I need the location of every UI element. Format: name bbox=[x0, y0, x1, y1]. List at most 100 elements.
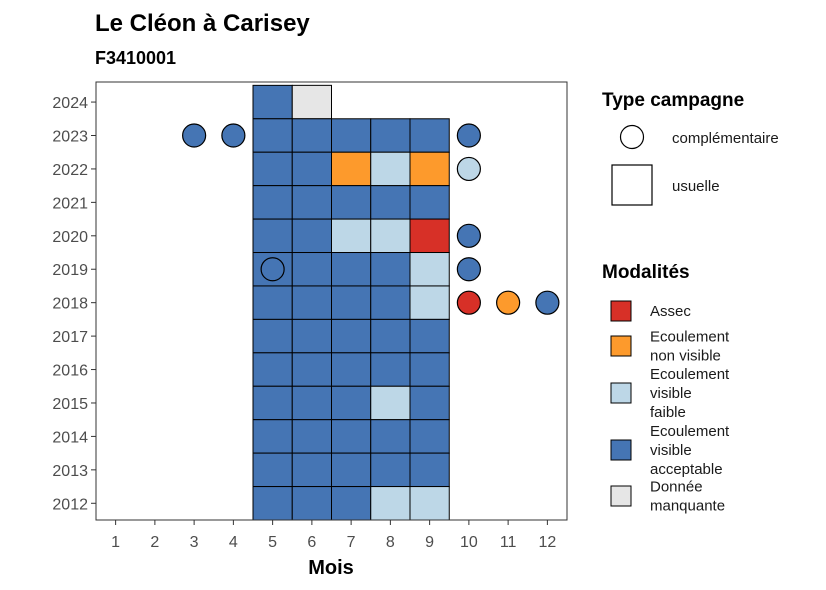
y-tick-label: 2015 bbox=[52, 396, 88, 413]
y-tick-label: 2012 bbox=[52, 496, 88, 513]
cell-2022-9 bbox=[409, 151, 450, 187]
cell-2019-8 bbox=[370, 252, 411, 287]
cell-2015-5 bbox=[252, 385, 293, 421]
cell-2016-6 bbox=[291, 352, 332, 387]
legend-swatch-assec bbox=[610, 300, 632, 322]
legend-key-usuelle bbox=[611, 164, 653, 206]
cell-2014-5 bbox=[252, 419, 293, 454]
legend-swatch-faible bbox=[610, 382, 632, 404]
legend-label-complementaire: complémentaire bbox=[672, 130, 779, 147]
legend-label-manquante: Donnée manquante bbox=[650, 479, 725, 515]
point-2019-10 bbox=[456, 257, 481, 282]
cell-2017-6 bbox=[291, 318, 332, 354]
x-tick-label: 4 bbox=[229, 534, 238, 551]
cell-2021-6 bbox=[291, 185, 332, 220]
legend-label-acceptable: Ecoulement visible acceptable bbox=[650, 423, 730, 478]
y-tick-label: 2023 bbox=[52, 128, 88, 145]
x-tick-label: 12 bbox=[538, 534, 556, 551]
y-tick-label: 2021 bbox=[52, 195, 88, 212]
point-2018-12 bbox=[535, 290, 560, 315]
cell-2015-8 bbox=[370, 385, 411, 421]
cell-2012-6 bbox=[291, 486, 332, 520]
cell-2014-9 bbox=[409, 419, 450, 454]
cell-2014-6 bbox=[291, 419, 332, 454]
y-tick-label: 2024 bbox=[52, 95, 88, 112]
legend-swatch-nonvisible bbox=[610, 335, 632, 357]
cell-2020-9 bbox=[409, 218, 450, 254]
cell-2012-5 bbox=[252, 486, 293, 520]
cell-2017-9 bbox=[409, 318, 450, 354]
cell-2024-6 bbox=[291, 84, 332, 120]
y-tick-label: 2019 bbox=[52, 262, 88, 279]
legend-swatch-acceptable bbox=[610, 439, 632, 461]
cell-2016-9 bbox=[409, 352, 450, 387]
cell-2020-5 bbox=[252, 218, 293, 254]
cell-2023-7 bbox=[331, 118, 372, 153]
cell-2022-8 bbox=[370, 151, 411, 187]
cell-2018-5 bbox=[252, 285, 293, 320]
x-axis: 1 2 3 4 5 6 7 8 9 10 11 12 bbox=[111, 520, 556, 551]
y-axis: 2012 2013 2014 2015 2016 2017 2018 2019 2020 2021… bbox=[52, 95, 96, 513]
legend-campagne-title: Type campagne bbox=[602, 90, 744, 111]
cell-2022-7 bbox=[331, 151, 372, 187]
point-2018-11 bbox=[496, 290, 521, 315]
x-tick-label: 7 bbox=[347, 534, 356, 551]
point-2023-10 bbox=[456, 123, 481, 148]
point-2018-10 bbox=[456, 290, 481, 315]
cell-2012-9 bbox=[409, 486, 450, 520]
cell-2015-7 bbox=[331, 385, 372, 421]
x-axis-title: Mois bbox=[308, 557, 354, 579]
cell-2018-8 bbox=[370, 285, 411, 320]
cell-2021-9 bbox=[409, 185, 450, 220]
cell-2024-5 bbox=[252, 84, 293, 120]
plot-border bbox=[95, 81, 568, 521]
cell-2020-6 bbox=[291, 218, 332, 254]
point-2020-10 bbox=[456, 223, 481, 248]
y-tick-label: 2018 bbox=[52, 296, 88, 313]
legend-modalites-title: Modalités bbox=[602, 262, 690, 283]
cell-2022-6 bbox=[291, 151, 332, 187]
legend-key-complementaire bbox=[619, 124, 645, 150]
cell-2013-7 bbox=[331, 452, 372, 488]
chart-title: Le Cléon à Carisey bbox=[95, 10, 310, 37]
cell-2019-6 bbox=[291, 252, 332, 287]
cell-2016-5 bbox=[252, 352, 293, 387]
cell-2017-5 bbox=[252, 318, 293, 354]
cell-2017-7 bbox=[331, 318, 372, 354]
cell-2017-8 bbox=[370, 318, 411, 354]
y-tick-label: 2014 bbox=[52, 429, 88, 446]
legend-campagne: Type campagne complémentaire usuelle bbox=[602, 90, 779, 206]
x-tick-label: 3 bbox=[190, 534, 199, 551]
cell-2020-7 bbox=[331, 218, 372, 254]
cell-2018-7 bbox=[331, 285, 372, 320]
y-tick-label: 2013 bbox=[52, 463, 88, 480]
cell-2018-9 bbox=[409, 285, 450, 320]
cell-2021-8 bbox=[370, 185, 411, 220]
legend-label-nonvisible: Ecoulement non visible bbox=[650, 329, 730, 365]
chart-subtitle: F3410001 bbox=[95, 48, 176, 68]
y-tick-label: 2016 bbox=[52, 363, 88, 380]
point-2019-5 bbox=[260, 257, 285, 282]
cell-2021-7 bbox=[331, 185, 372, 220]
cell-2018-6 bbox=[291, 285, 332, 320]
cell-2016-8 bbox=[370, 352, 411, 387]
cell-2013-9 bbox=[409, 452, 450, 488]
cell-2015-6 bbox=[291, 385, 332, 421]
y-tick-label: 2017 bbox=[52, 329, 88, 346]
cell-2012-7 bbox=[331, 486, 372, 520]
cell-2013-5 bbox=[252, 452, 293, 488]
point-2023-3 bbox=[182, 123, 207, 148]
plot-area bbox=[95, 81, 568, 521]
x-tick-label: 11 bbox=[500, 534, 517, 551]
x-tick-label: 2 bbox=[150, 534, 159, 551]
cell-2013-6 bbox=[291, 452, 332, 488]
cell-2023-9 bbox=[409, 118, 450, 153]
cell-2023-8 bbox=[370, 118, 411, 153]
cell-2021-5 bbox=[252, 185, 293, 220]
cell-2015-9 bbox=[409, 385, 450, 421]
y-tick-label: 2022 bbox=[52, 162, 88, 179]
cell-2014-7 bbox=[331, 419, 372, 454]
x-tick-label: 9 bbox=[425, 534, 434, 551]
cell-2019-7 bbox=[331, 252, 372, 287]
